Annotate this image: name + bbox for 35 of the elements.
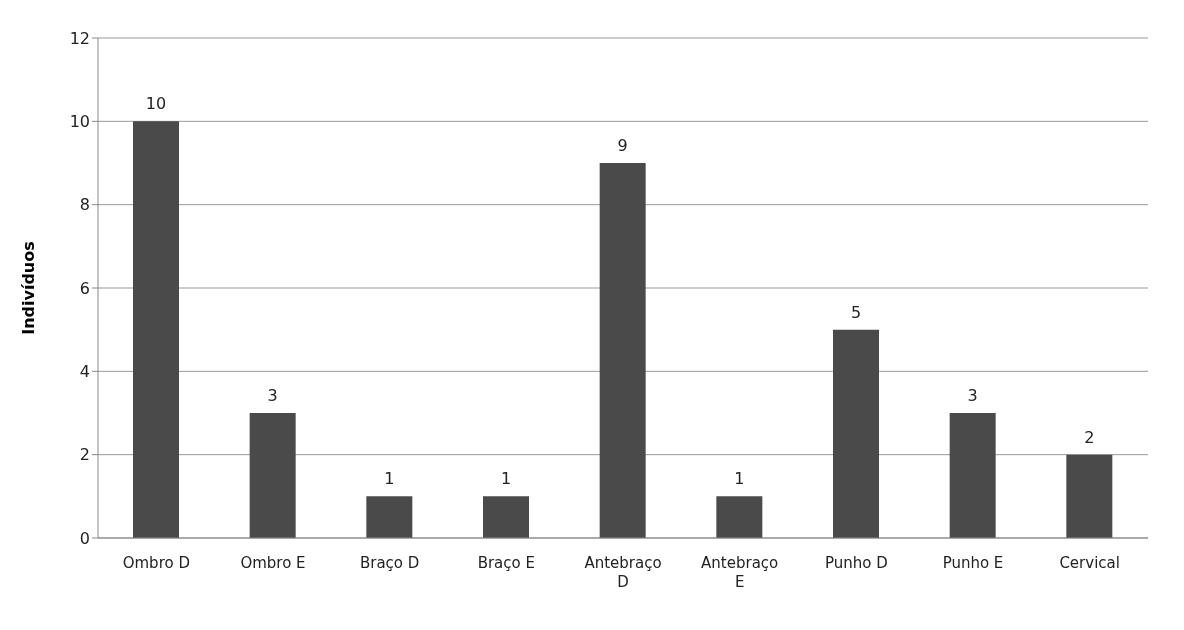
data-label: 2 xyxy=(1084,427,1095,447)
data-label: 1 xyxy=(734,469,745,489)
y-tick-label: 8 xyxy=(79,195,90,215)
x-tick-label: Antebraço E xyxy=(701,553,779,591)
data-label: 9 xyxy=(617,136,628,155)
x-tick-label: Punho E xyxy=(942,553,1004,572)
data-label: 1 xyxy=(384,469,395,489)
bar xyxy=(133,121,179,538)
y-tick-label: 4 xyxy=(79,362,90,382)
x-tick-label: Ombro D xyxy=(122,553,190,572)
bar xyxy=(249,413,296,538)
bar xyxy=(716,496,763,538)
y-tick-label: 0 xyxy=(79,528,90,548)
bar xyxy=(833,329,879,538)
bar xyxy=(599,163,646,538)
y-tick-label: 10 xyxy=(69,112,90,132)
x-tick-label: Braço E xyxy=(477,553,535,572)
x-tick-label: Punho D xyxy=(824,553,888,572)
data-label: 10 xyxy=(145,94,167,114)
y-axis-title: Indivíduos xyxy=(18,241,38,335)
bar xyxy=(483,496,529,538)
bar xyxy=(949,413,996,538)
x-tick-label: Antebraço D xyxy=(584,553,662,591)
bar xyxy=(366,496,413,538)
y-tick-label: 6 xyxy=(79,278,90,298)
data-label: 3 xyxy=(267,386,278,405)
y-tick-label: 2 xyxy=(79,445,90,465)
x-tick-label: Cervical xyxy=(1059,553,1120,572)
x-tick-label: Ombro E xyxy=(240,553,306,572)
y-tick-label: 12 xyxy=(69,28,90,48)
data-label: 5 xyxy=(850,302,862,322)
x-tick-label: Braço D xyxy=(359,553,420,572)
data-label: 1 xyxy=(500,469,512,489)
bar xyxy=(1066,454,1113,538)
data-label: 3 xyxy=(967,386,978,405)
